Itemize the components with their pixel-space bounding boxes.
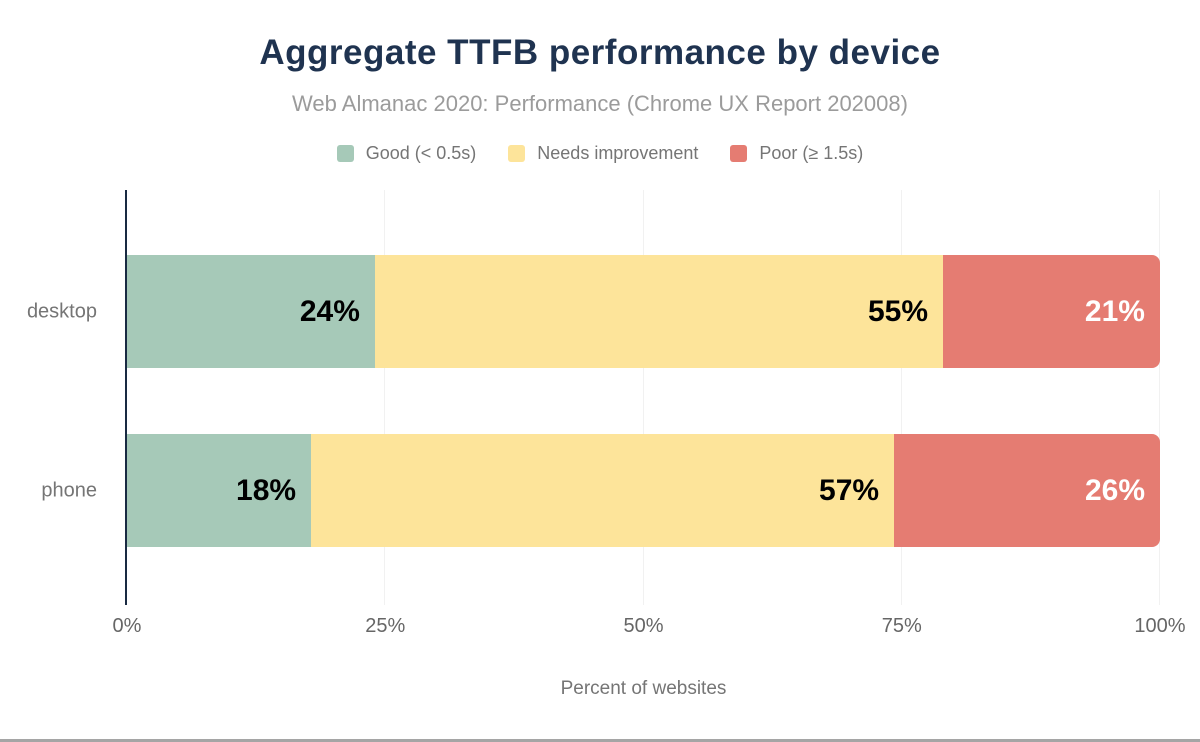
bar-segment-desktop-poor[interactable]: 21% (943, 255, 1160, 368)
legend-swatch-icon (508, 145, 526, 162)
bar-segment-desktop-good[interactable]: 24% (127, 255, 375, 368)
bar-value-label: 18% (236, 473, 297, 507)
plot-area: 24% 55% 21% 18% 57% 26% (125, 190, 1160, 605)
y-axis-category-labels: desktop phone (0, 190, 112, 605)
x-tick-label: 25% (365, 615, 406, 637)
bar-segment-phone-good[interactable]: 18% (127, 434, 312, 547)
bar-segment-phone-poor[interactable]: 26% (894, 434, 1160, 547)
bar-value-label: 55% (868, 294, 929, 328)
category-label-phone: phone (41, 479, 97, 501)
gridline (642, 190, 644, 605)
bar-segment-desktop-needs-improvement[interactable]: 55% (374, 255, 944, 368)
gridline (1159, 190, 1160, 605)
x-tick-label: 0% (112, 615, 142, 637)
category-label-desktop: desktop (26, 300, 97, 322)
bottom-divider (0, 739, 1200, 742)
legend-swatch-icon (730, 145, 748, 162)
legend-item-label: Needs improvement (537, 143, 699, 163)
legend-item-label: Poor (≥ 1.5s) (759, 143, 864, 163)
chart-subtitle: Web Almanac 2020: Performance (Chrome UX… (292, 91, 908, 116)
legend-item[interactable]: Needs improvement (508, 143, 698, 164)
legend-item-label: Good (< 0.5s) (365, 143, 477, 163)
chart-title: Aggregate TTFB performance by device (259, 33, 941, 72)
legend-swatch-icon (336, 145, 354, 162)
bar-value-label: 21% (1084, 294, 1145, 328)
legend-item[interactable]: Good (< 0.5s) (336, 143, 477, 164)
gridline (384, 190, 386, 605)
bar-segment-phone-needs-improvement[interactable]: 57% (311, 434, 895, 547)
gridline (900, 190, 902, 605)
x-tick-label: 75% (881, 615, 922, 637)
x-tick-label: 100% (1134, 615, 1186, 637)
legend-item[interactable]: Poor (≥ 1.5s) (730, 143, 863, 164)
y-axis-line (125, 190, 127, 605)
bar-row-desktop: 24% 55% 21% (127, 255, 1160, 368)
bar-value-label: 57% (819, 473, 880, 507)
bar-value-label: 24% (299, 294, 360, 328)
x-tick-label: 50% (623, 615, 664, 637)
x-axis-tick-labels: 0% 25% 50% 75% 100% (113, 615, 1186, 641)
bar-value-label: 26% (1084, 473, 1145, 507)
bar-row-phone: 18% 57% 26% (127, 434, 1160, 547)
x-axis-title: Percent of websites (560, 678, 727, 699)
legend: Good (< 0.5s) Needs improvement Poor (≥ 1.… (0, 143, 1200, 164)
